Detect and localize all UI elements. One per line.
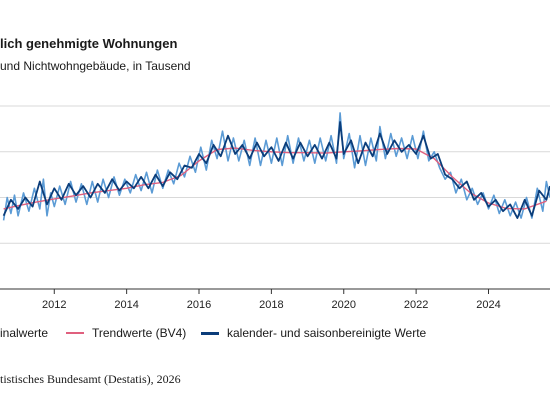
- x-tick-label-2020: 2020: [332, 299, 356, 311]
- chart-title: lich genehmigte Wohnungen: [0, 36, 178, 51]
- x-tick-label-2012: 2012: [42, 299, 66, 311]
- x-tick-label-2024: 2024: [476, 299, 500, 311]
- legend-item-trend: Trendwerte (BV4): [66, 326, 186, 340]
- x-tick-label-2014: 2014: [114, 299, 138, 311]
- legend-label-original: inalwerte: [0, 326, 49, 340]
- gridlines: [0, 105, 550, 244]
- x-tick-label-2016: 2016: [187, 299, 211, 311]
- chart-subtitle: und Nichtwohngebäude, in Tausend: [0, 59, 191, 73]
- series-line-kalender-und-saisonbereinigte-werte: [2, 121, 550, 219]
- legend-swatch-trend: [66, 332, 84, 334]
- series-group: [2, 112, 550, 221]
- series-line-inalwerte: [2, 112, 550, 221]
- x-tick-label-2018: 2018: [259, 299, 283, 311]
- legend-item-original: inalwerte: [0, 326, 48, 340]
- legend-swatch-adjusted: [201, 331, 219, 335]
- source-note: tistisches Bundesamt (Destatis), 2026: [0, 372, 181, 386]
- legend-label-adjusted: kalender- und saisonbereinigte Werte: [227, 326, 427, 340]
- legend-label-trend: Trendwerte (BV4): [92, 326, 187, 340]
- series-line-trendwerte-bv4-: [3, 147, 547, 210]
- x-axis-ticks: 2012 2014 2016 2018 2020 2022 2024: [42, 289, 501, 311]
- x-tick-label-2022: 2022: [404, 299, 428, 311]
- legend-item-adjusted: kalender- und saisonbereinigte Werte: [201, 326, 426, 340]
